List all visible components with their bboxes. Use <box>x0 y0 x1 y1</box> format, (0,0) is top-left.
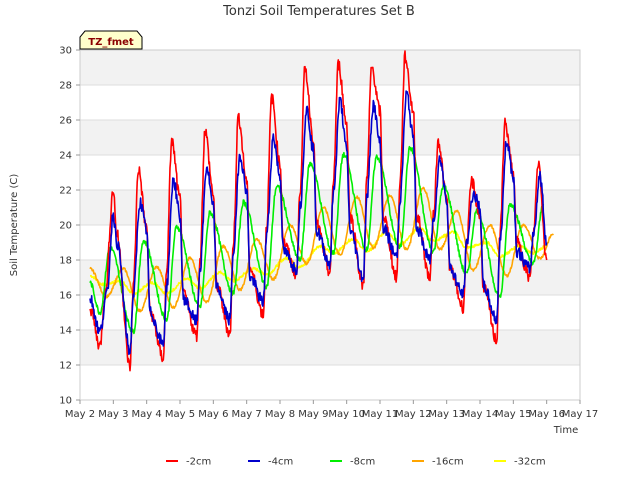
x-tick-label: May 5 <box>165 409 195 420</box>
plot-band <box>80 50 580 85</box>
legend-label: -8cm <box>350 457 375 468</box>
y-tick-label: 26 <box>59 116 72 127</box>
y-tick-label: 12 <box>59 361 72 372</box>
x-tick-label: May 15 <box>495 409 532 420</box>
x-axis-ticks: May 2 May 3 May 4 May 5 May 6 May 7 May 8 May 9… <box>65 400 598 420</box>
y-tick-label: 20 <box>59 221 72 232</box>
y-tick-label: 14 <box>59 326 72 337</box>
plot-band <box>80 120 580 155</box>
legend-label: -2cm <box>186 457 211 468</box>
site-badge: TZ_fmet <box>79 30 143 50</box>
plot-band <box>80 155 580 190</box>
x-tick-label: May 2 <box>65 409 95 420</box>
x-tick-label: May 8 <box>265 409 295 420</box>
site-badge-box <box>79 30 143 50</box>
series-lines <box>89 50 554 372</box>
x-tick-label: May 12 <box>395 409 432 420</box>
x-tick-label: May 14 <box>462 409 499 420</box>
x-tick-label: May 3 <box>98 409 128 420</box>
x-tick-label: May 4 <box>132 409 162 420</box>
y-tick-label: 16 <box>59 291 72 302</box>
y-tick-label: 30 <box>59 46 72 57</box>
x-tick-label: May 10 <box>328 409 365 420</box>
y-tick-label: 24 <box>59 151 72 162</box>
y-tick-label: 28 <box>59 81 72 92</box>
x-tick-label: May 11 <box>362 409 399 420</box>
y-tick-label: 22 <box>59 186 72 197</box>
chart-title: Tonzi Soil Temperatures Set B <box>222 4 415 19</box>
x-tick-label: May 13 <box>428 409 465 420</box>
legend-label: -32cm <box>514 457 546 468</box>
legend: -2cm -4cm -8cm -16cm -32cm <box>166 457 546 468</box>
plot-band <box>80 85 580 120</box>
y-axis-ticks: 10 12 14 16 18 20 22 24 26 28 30 <box>59 46 80 407</box>
x-tick-label: May 7 <box>232 409 262 420</box>
y-tick-label: 10 <box>59 396 72 407</box>
y-axis-label: Soil Temperature (C) <box>9 174 20 277</box>
site-badge-text: TZ_fmet <box>88 37 134 48</box>
x-tick-label: May 16 <box>528 409 565 420</box>
legend-label: -4cm <box>268 457 293 468</box>
plot-band <box>80 365 580 400</box>
x-tick-label: May 9 <box>298 409 328 420</box>
plot-band <box>80 330 580 365</box>
series-line-minus-4cm <box>89 90 548 356</box>
legend-label: -16cm <box>432 457 464 468</box>
plot-band <box>80 190 580 225</box>
x-tick-label: May 17 <box>562 409 599 420</box>
x-axis-label: Time <box>553 425 578 436</box>
y-tick-label: 18 <box>59 256 72 267</box>
x-tick-label: May 6 <box>198 409 228 420</box>
